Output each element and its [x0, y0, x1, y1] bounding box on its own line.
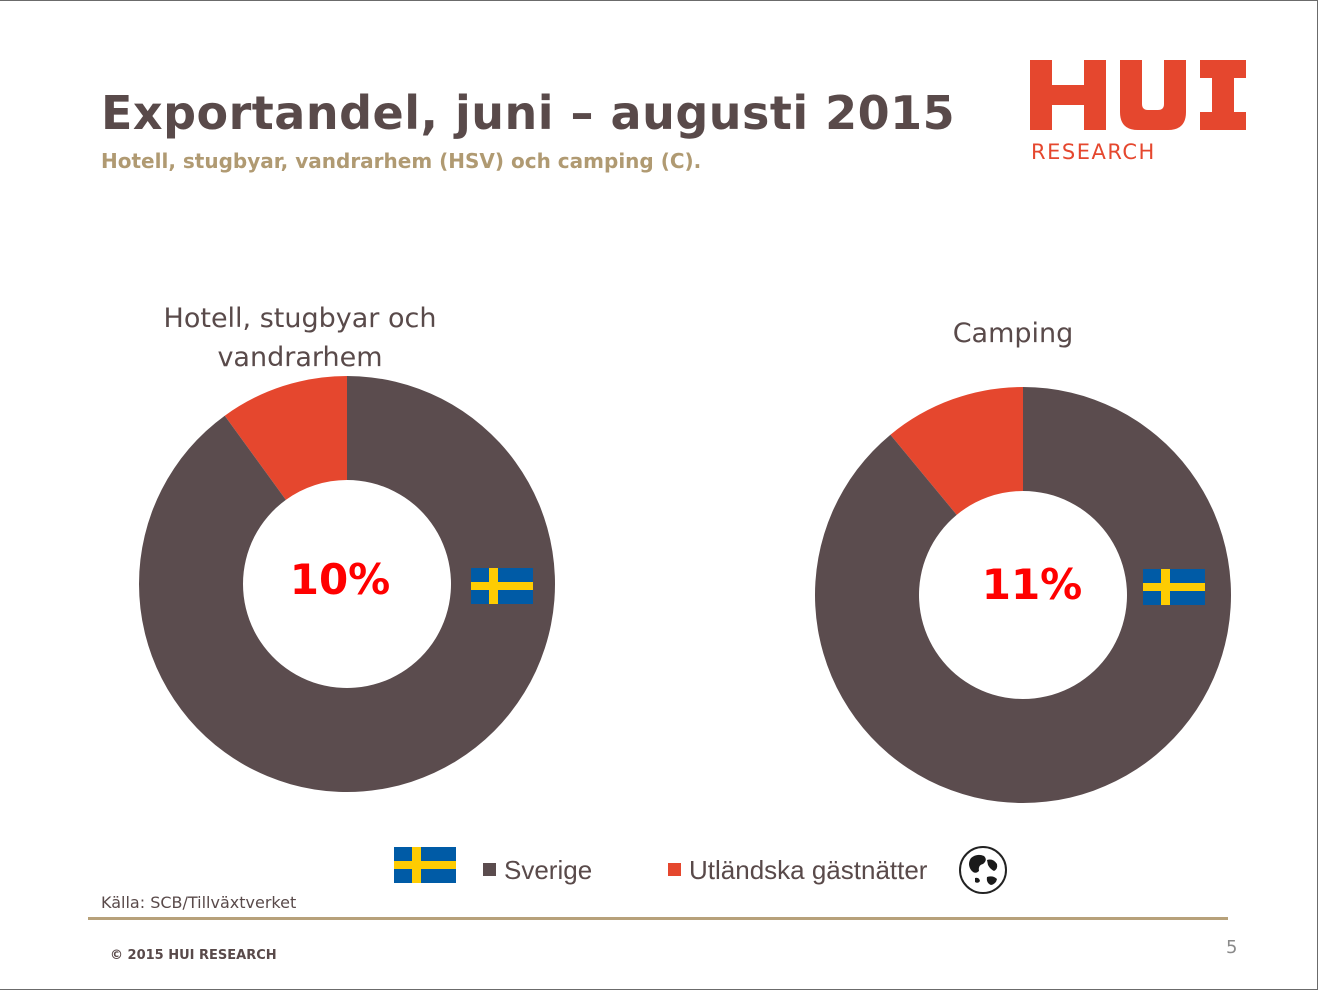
top-border	[0, 0, 1318, 1]
page-number: 5	[1226, 937, 1238, 958]
legend-entry-sverige: Sverige	[483, 855, 592, 886]
legend-entry-utlandska: Utländska gästnätter	[668, 855, 927, 886]
swedish-flag-icon	[394, 847, 456, 883]
chart-title-line: Camping	[952, 318, 1074, 349]
legend-swatch-sverige	[483, 863, 496, 876]
legend-swatch-utlandska	[668, 863, 681, 876]
center-label-camping: 11%	[981, 560, 1083, 609]
copyright-text: © 2015 HUI RESEARCH	[110, 948, 277, 963]
donut-chart-hotell	[138, 376, 555, 792]
page-title: Exportandel, juni – augusti 2015	[101, 86, 956, 140]
source-note: Källa: SCB/Tillväxtverket	[101, 893, 297, 912]
legend-label-sverige: Sverige	[504, 855, 593, 885]
donut-slice-utlandska	[224, 376, 347, 500]
donut-slice-sverige	[138, 376, 555, 792]
donut-slice-sverige	[815, 387, 1231, 804]
donut-chart-camping	[815, 387, 1231, 804]
swedish-flag-icon	[1143, 569, 1205, 605]
globe-icon	[959, 846, 1007, 894]
page-subtitle: Hotell, stugbyar, vandrarhem (HSV) och c…	[101, 149, 702, 173]
chart-title-line: Hotell, stugbyar och	[163, 303, 437, 334]
chart-title-camping: Camping	[863, 314, 1163, 353]
chart-title-line: vandrarhem	[217, 342, 383, 373]
logo-research-text: RESEARCH	[1031, 140, 1156, 164]
footer-divider	[88, 917, 1228, 920]
hui-logo	[1030, 60, 1246, 130]
donut-slice-utlandska	[890, 387, 1023, 515]
swedish-flag-icon	[471, 568, 533, 604]
center-label-hotell: 10%	[289, 555, 391, 604]
legend-label-utlandska: Utländska gästnätter	[689, 855, 928, 885]
chart-title-hotell: Hotell, stugbyar och vandrarhem	[130, 299, 470, 377]
